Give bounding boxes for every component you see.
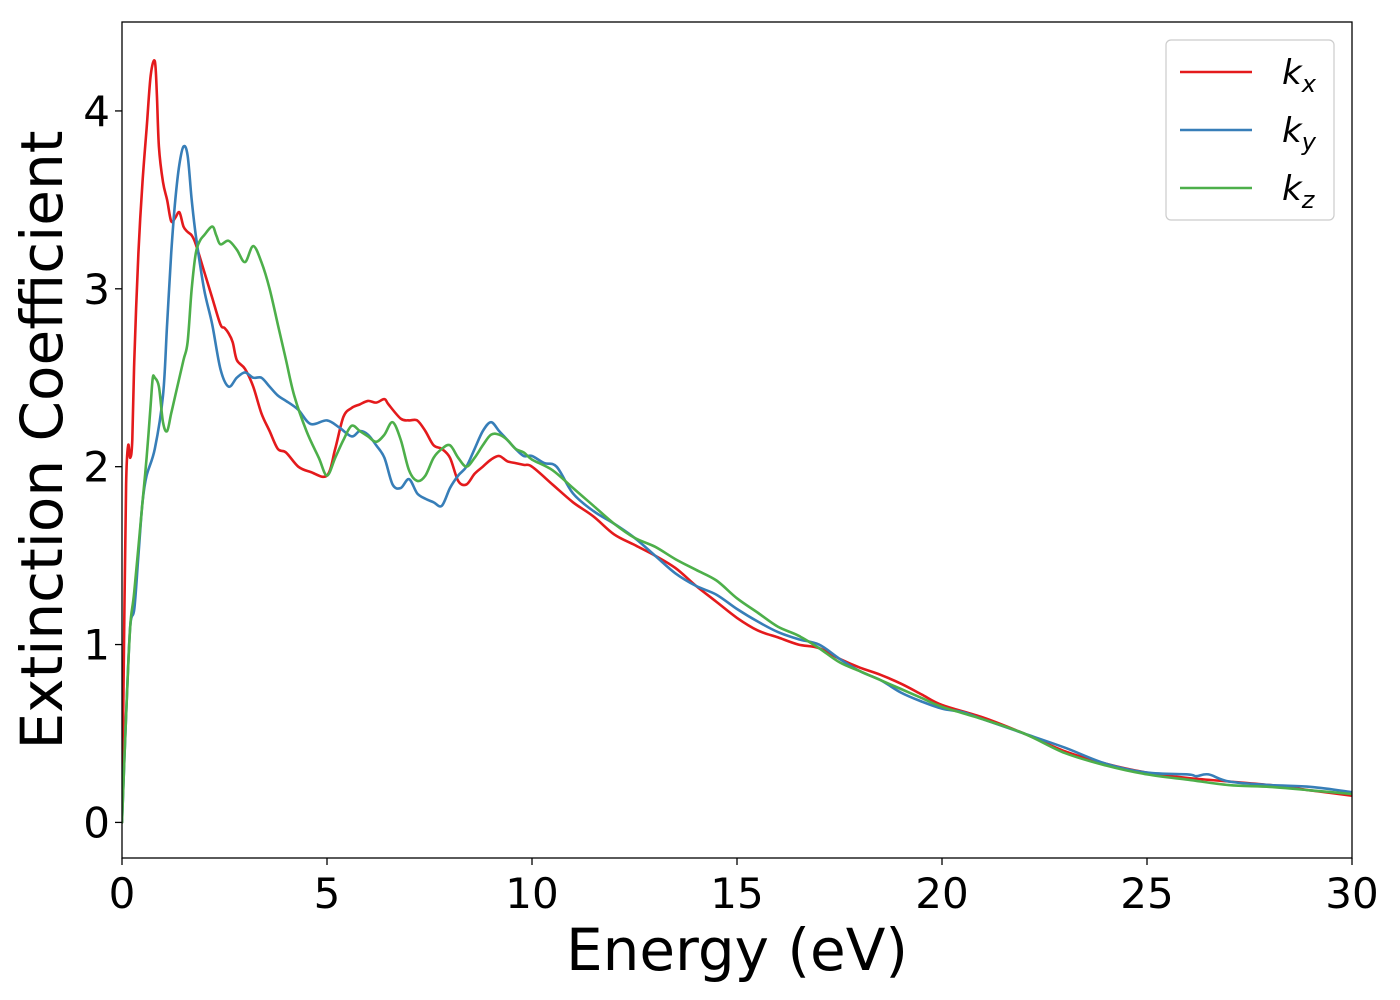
y-tick-label: 3 [83,265,110,314]
x-tick-label: 20 [915,869,968,918]
series-line-kz [122,225,1352,824]
y-tick-label: 1 [83,621,110,670]
ticks-layer: 0 5 10 15 20 25 30 0 1 2 3 4 [83,87,1378,918]
series-layer [122,59,1352,824]
x-tick-label: 25 [1120,869,1173,918]
y-tick-label: 4 [83,87,110,136]
legend-label-kz: kz [1282,169,1316,214]
series-line-ky [122,144,1352,824]
x-tick-label: 5 [314,869,341,918]
legend: kx ky kz [1165,39,1335,221]
y-axis-label: Extinction Coefficient [8,131,76,750]
x-tick-label: 30 [1325,869,1378,918]
x-tick-label: 15 [710,869,763,918]
legend-label-kx: kx [1282,53,1317,98]
y-tick-label: 0 [83,798,110,847]
x-axis-label: Energy (eV) [566,916,908,984]
x-tick-label: 0 [109,869,136,918]
legend-label-ky: ky [1282,111,1317,156]
y-tick-label: 2 [83,443,110,492]
x-tick-label: 10 [505,869,558,918]
